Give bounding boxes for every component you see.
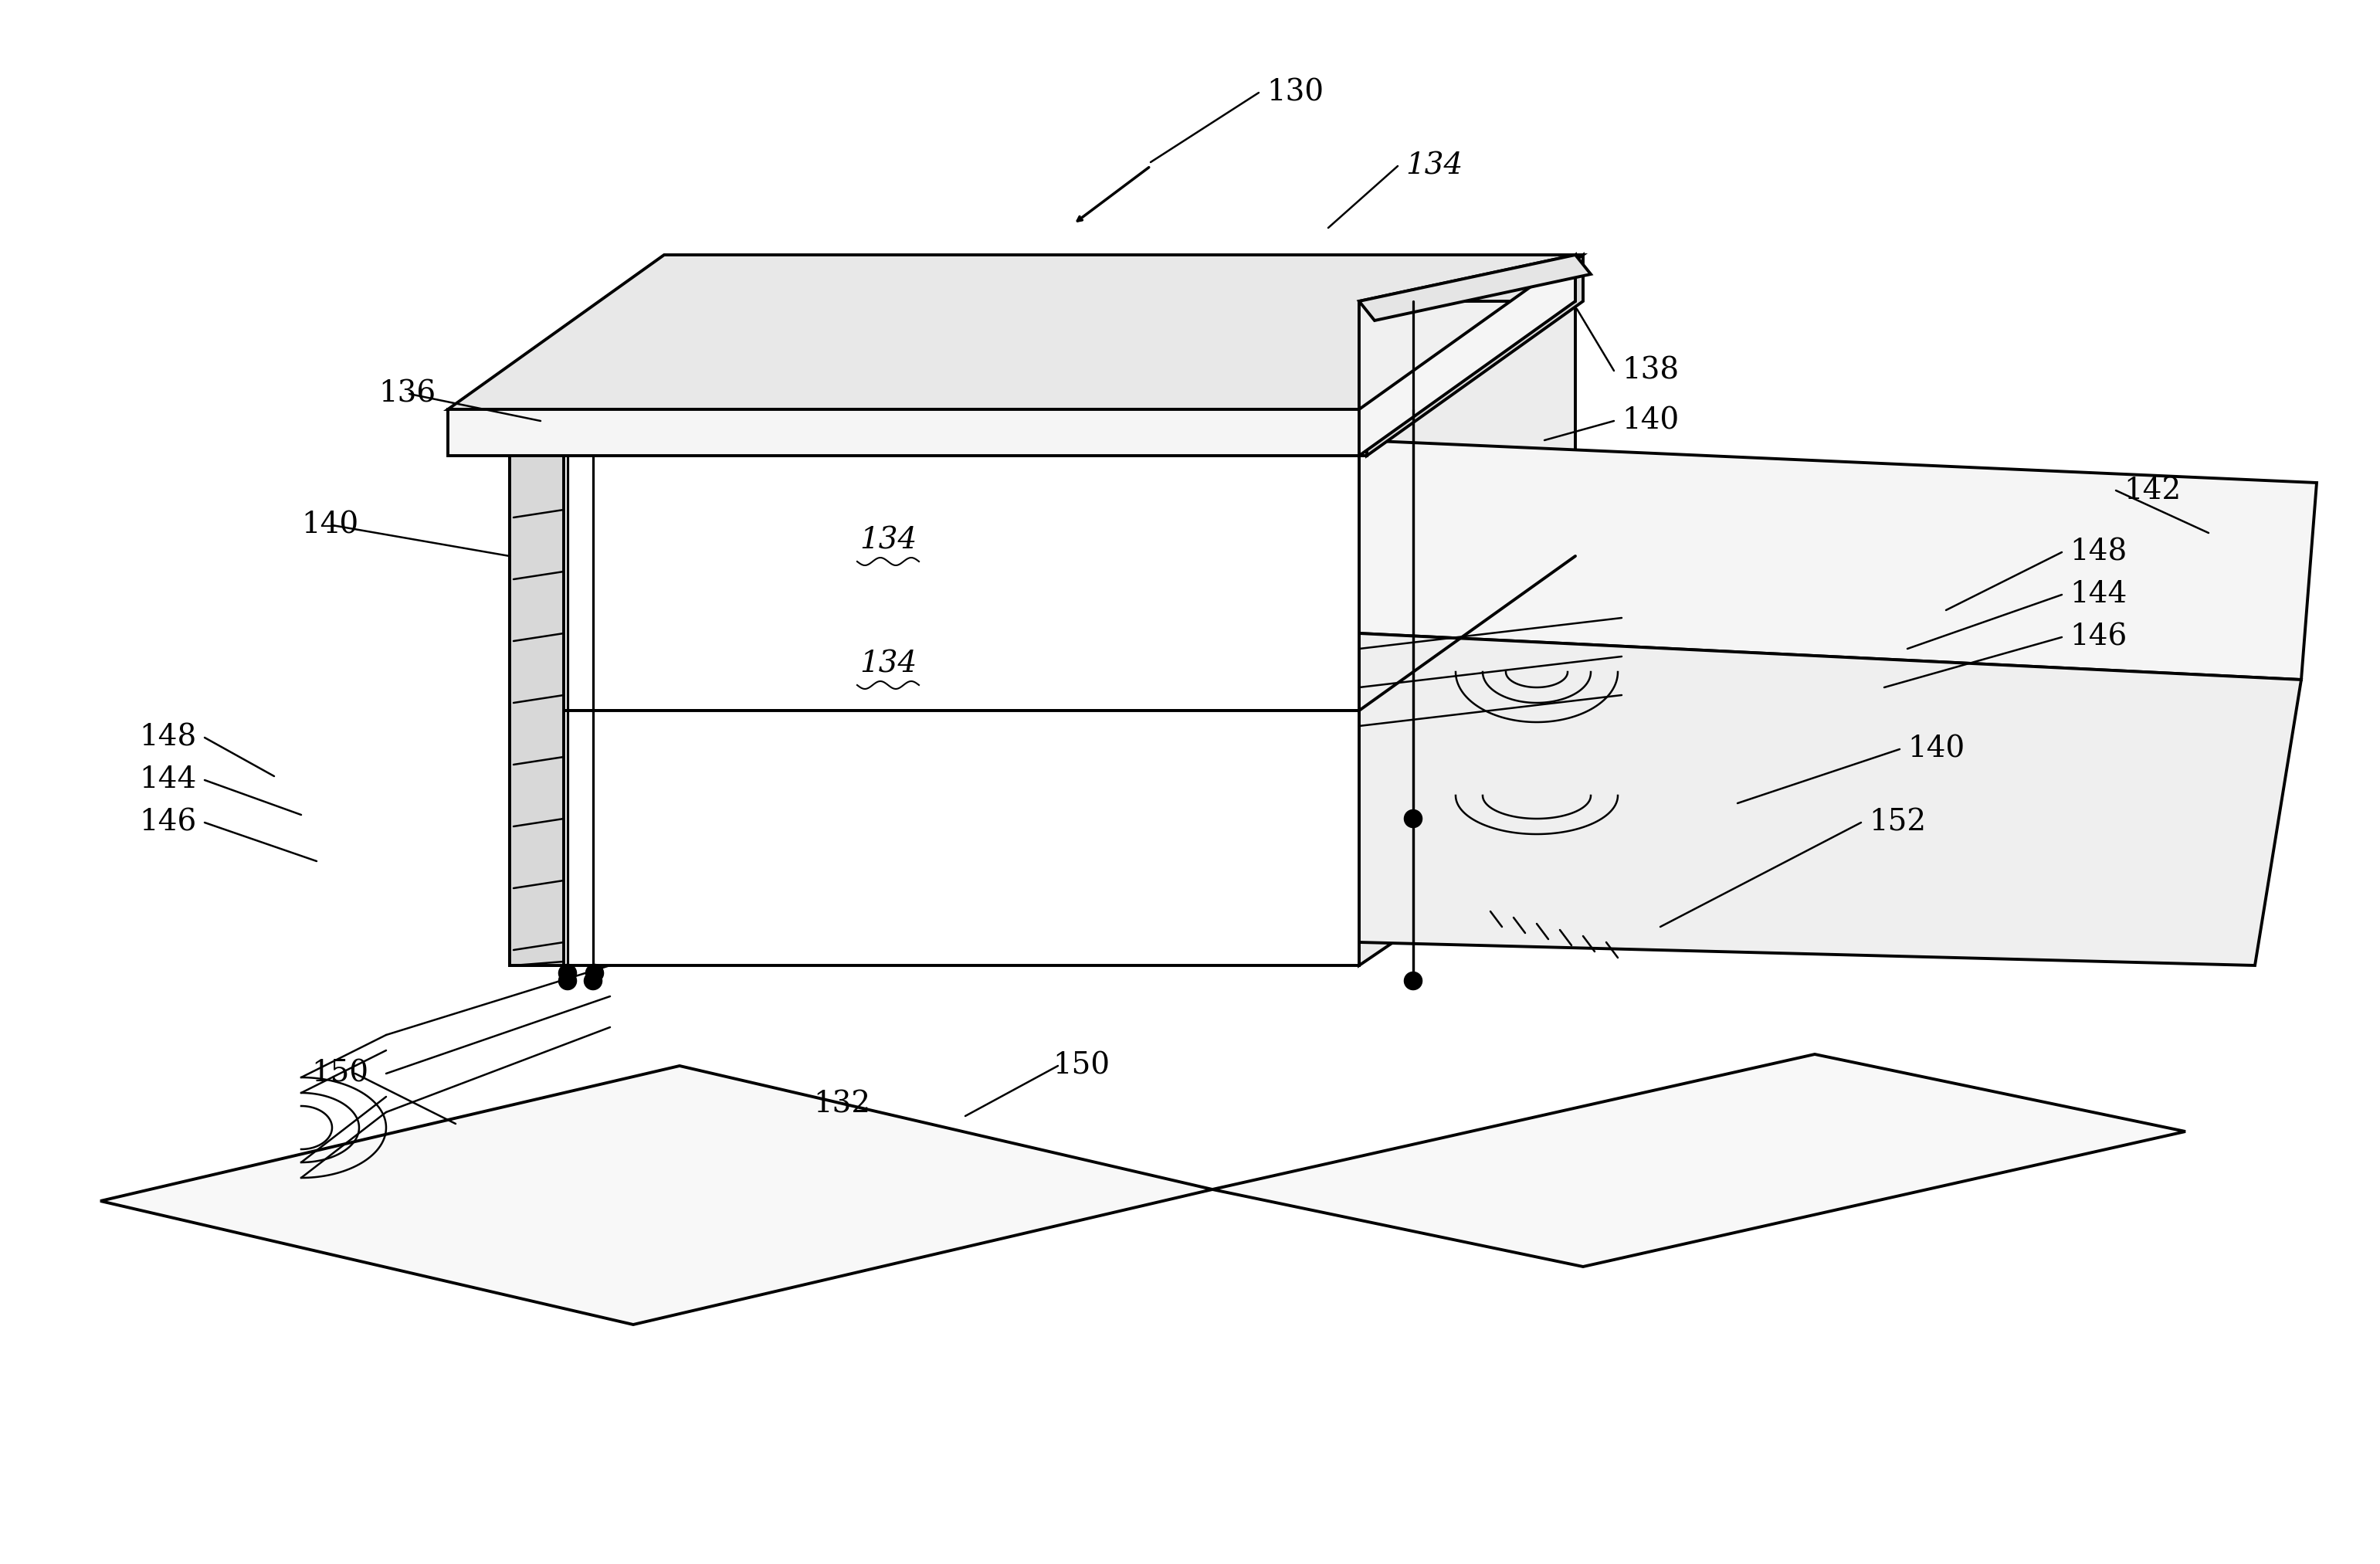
Text: 140: 140 [302, 511, 359, 540]
Text: 148: 148 [2071, 538, 2128, 566]
Text: 142: 142 [2123, 475, 2180, 505]
Polygon shape [1359, 255, 1576, 410]
Text: 134: 134 [859, 651, 916, 679]
Polygon shape [1211, 1054, 2185, 1267]
Polygon shape [1366, 255, 1583, 455]
Circle shape [559, 973, 576, 990]
Polygon shape [1359, 255, 1576, 455]
Text: 150: 150 [312, 1059, 369, 1089]
Text: 150: 150 [1052, 1051, 1109, 1081]
Text: 144: 144 [140, 766, 198, 795]
Polygon shape [1359, 302, 1576, 965]
Text: 146: 146 [2071, 622, 2128, 652]
Circle shape [585, 965, 602, 982]
Text: 138: 138 [1621, 357, 1678, 385]
Polygon shape [447, 255, 1583, 410]
Polygon shape [447, 410, 1366, 455]
Text: 132: 132 [814, 1090, 871, 1118]
Circle shape [1404, 973, 1421, 990]
Polygon shape [1359, 633, 2301, 965]
Text: 134: 134 [1407, 152, 1464, 180]
Polygon shape [509, 710, 1359, 965]
Text: 140: 140 [1906, 735, 1966, 763]
Text: 152: 152 [1868, 809, 1925, 837]
Polygon shape [100, 1065, 1211, 1325]
Circle shape [585, 973, 602, 990]
Text: 130: 130 [1266, 78, 1323, 106]
Polygon shape [509, 302, 1576, 455]
Polygon shape [1359, 302, 1576, 410]
Circle shape [1404, 810, 1421, 827]
Polygon shape [1359, 439, 2316, 680]
Polygon shape [509, 455, 1359, 710]
Text: 134: 134 [859, 527, 916, 555]
Polygon shape [1359, 255, 1590, 321]
Polygon shape [509, 447, 564, 965]
Circle shape [559, 965, 576, 982]
Text: 136: 136 [378, 380, 436, 408]
Text: 140: 140 [1621, 407, 1678, 435]
Text: 144: 144 [2071, 580, 2128, 608]
Text: 148: 148 [140, 723, 198, 752]
Text: 146: 146 [140, 809, 198, 837]
